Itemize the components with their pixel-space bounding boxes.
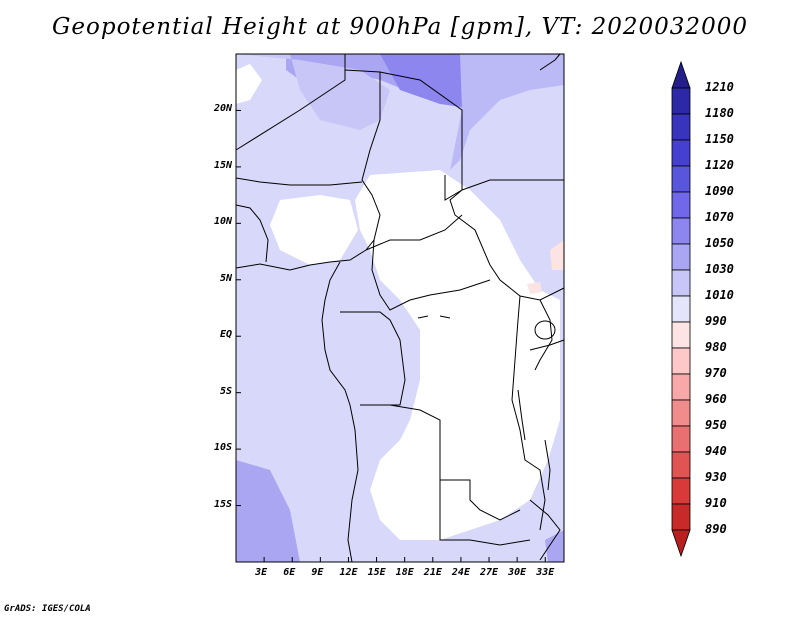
lon-tick-label: 9E xyxy=(311,567,324,578)
border-algeria-mali xyxy=(235,54,346,151)
colorbar-segment xyxy=(671,477,691,505)
colorbar-level-label: 960 xyxy=(705,392,727,406)
border-angola-drc xyxy=(360,404,521,521)
colorbar-segment xyxy=(671,269,691,297)
colorbar-level-label: 1150 xyxy=(705,132,734,146)
border-car-sudan xyxy=(449,189,565,301)
low-height-zone-west xyxy=(270,195,358,265)
colorbar-level-label: 970 xyxy=(705,366,727,380)
colorbar-level-label: 950 xyxy=(705,418,727,432)
colorbar-segment xyxy=(671,347,691,375)
lon-tick-label: 18E xyxy=(395,567,414,578)
lat-tick-label: EQ xyxy=(219,329,232,341)
pink-zone-east-small xyxy=(527,282,542,294)
lon-tick-label: 21E xyxy=(423,567,442,578)
border-sudan xyxy=(461,179,564,191)
colorbar-level-label: 990 xyxy=(705,314,727,328)
colorbar-level-label: 930 xyxy=(705,470,727,484)
lon-tick-label: 27E xyxy=(480,567,499,578)
lakes xyxy=(417,315,556,491)
lon-tick-label: 24E xyxy=(451,567,470,578)
colorbar-segment xyxy=(671,399,691,427)
colorbar-level-label: 980 xyxy=(705,340,727,354)
colorbar-level-label: 940 xyxy=(705,444,727,458)
high-height-zone-northeast xyxy=(450,54,564,170)
lon-ticks xyxy=(263,557,546,562)
lon-tick-label: 12E xyxy=(339,567,358,578)
lake-victoria xyxy=(534,320,556,340)
country-borders xyxy=(235,53,565,563)
pink-zone-east xyxy=(550,240,564,270)
border-angola-zambia xyxy=(439,480,531,546)
colorbar-segment xyxy=(671,451,691,479)
high-height-zone-southeast xyxy=(545,530,564,562)
colorbar-level-label: 1010 xyxy=(705,288,734,302)
colorbar-level-label: 1180 xyxy=(705,106,734,120)
colorbar-level-label: 1120 xyxy=(705,158,734,172)
colorbar-segment xyxy=(671,321,691,349)
colorbar-segment xyxy=(671,139,691,167)
lat-tick-label: 20N xyxy=(213,103,232,115)
border-gabon-congo xyxy=(340,311,406,406)
colorbar-top-extension xyxy=(671,60,691,89)
coast-west-africa xyxy=(321,261,359,563)
lat-tick-label: 10S xyxy=(213,442,232,454)
colorbar-level-label: 910 xyxy=(705,496,727,510)
colorbar-level-label: 1210 xyxy=(705,80,734,94)
border-kenya xyxy=(529,339,565,351)
low-height-zone-northwest xyxy=(236,64,262,104)
map-title: Geopotential Height at 900hPa [gpm], VT:… xyxy=(52,14,748,40)
colorbar-segment xyxy=(671,425,691,453)
border-mozambique xyxy=(529,499,561,561)
lon-tick-label: 33E xyxy=(536,567,555,578)
lake-malawi xyxy=(544,439,551,491)
border-uganda xyxy=(534,299,553,371)
coast-gulf-of-guinea xyxy=(235,249,367,271)
grads-credit: GrADS: IGES/COLA xyxy=(4,604,91,614)
lat-tick-label: 5S xyxy=(219,385,232,397)
colorbar-segment xyxy=(671,243,691,271)
colorbar xyxy=(671,60,691,558)
border-ghana-togo xyxy=(235,204,269,263)
border-niger-chad xyxy=(361,72,381,251)
colorbar-segment xyxy=(671,113,691,141)
colorbar-level-label: 1030 xyxy=(705,262,734,276)
colorbar-level-label: 1050 xyxy=(705,236,734,250)
lat-tick-label: 15S xyxy=(213,498,232,510)
coast-nile-delta xyxy=(539,53,561,71)
lon-tick-label: 3E xyxy=(255,567,268,578)
colorbar-level-label: 1090 xyxy=(705,184,734,198)
colorbar-segment xyxy=(671,191,691,219)
colorbar-bottom-extension xyxy=(671,529,691,558)
lat-tick-label: 10N xyxy=(213,216,232,228)
colorbar-segment xyxy=(671,295,691,323)
lat-ticks xyxy=(236,109,241,507)
colorbar-segment xyxy=(671,87,691,115)
highest-height-zone-north xyxy=(380,54,470,108)
border-niger-nigeria xyxy=(235,177,363,186)
colorbar-level-label: 890 xyxy=(705,522,727,536)
lon-tick-label: 15E xyxy=(367,567,386,578)
border-cameroon-car xyxy=(365,214,463,251)
colorbar-segment xyxy=(671,217,691,245)
colorbar-level-label: 1070 xyxy=(705,210,734,224)
lat-tick-label: 15N xyxy=(213,159,232,171)
low-height-zone-central xyxy=(355,170,560,540)
colorbar-segment xyxy=(671,503,691,531)
high-height-zone-southwest xyxy=(236,460,300,562)
lat-tick-label: 5N xyxy=(219,272,232,284)
lon-tick-label: 30E xyxy=(508,567,527,578)
colorbar-segment xyxy=(671,373,691,401)
lon-tick-label: 6E xyxy=(283,567,296,578)
river-congo xyxy=(417,315,451,319)
mid-height-zone-northwest xyxy=(236,54,390,130)
border-car-drc xyxy=(371,239,491,311)
colorbar-segment xyxy=(671,165,691,193)
lake-tanganyika xyxy=(517,389,526,441)
border-drc-east xyxy=(511,295,546,531)
map-frame xyxy=(235,53,565,563)
